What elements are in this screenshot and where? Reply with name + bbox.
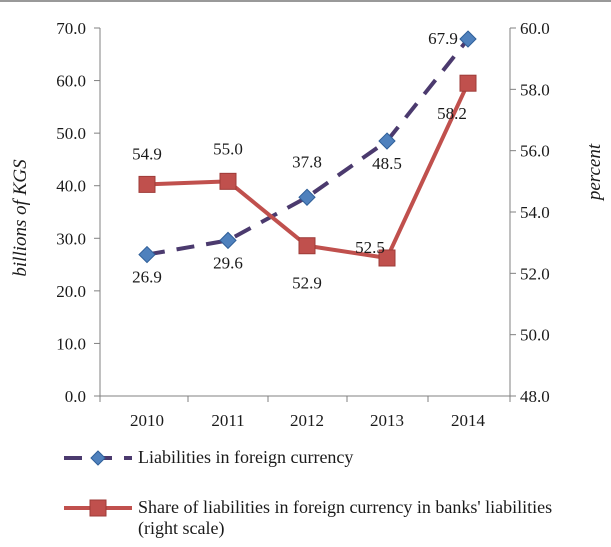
- y-left-tick-label: 40.0: [56, 177, 86, 196]
- y-right-tick-label: 58.0: [520, 80, 550, 99]
- data-label-share: 54.9: [132, 144, 162, 163]
- data-label-share: 52.5: [355, 238, 385, 257]
- data-label-share: 52.9: [292, 274, 322, 293]
- axes: 0.0 10.0 20.0 30.0 40.0 50.0 60.0 70.0 48.0 50.0 5…: [56, 19, 550, 430]
- data-label-liabilities: 67.9: [428, 29, 458, 48]
- y-left-tick-label: 30.0: [56, 229, 86, 248]
- series-share-point: [138, 175, 156, 193]
- y-right-axis-title: percent: [584, 143, 605, 202]
- series-liabilities-point: [459, 30, 477, 48]
- y-right-tick-label: 48.0: [520, 387, 550, 406]
- series-liabilities-point: [378, 132, 396, 150]
- series-share-point: [298, 237, 316, 255]
- y-left-tick-label: 0.0: [65, 387, 86, 406]
- series-share-point: [219, 172, 237, 190]
- x-tick-label: 2013: [370, 411, 404, 430]
- series-share-point: [459, 74, 477, 92]
- series-liabilities-line: [146, 37, 470, 257]
- series-liabilities-point: [298, 188, 316, 206]
- y-left-tick-label: 20.0: [56, 282, 86, 301]
- x-tick-label: 2012: [290, 411, 324, 430]
- y-left-axis-title: billions of KGS: [10, 159, 31, 277]
- data-label-liabilities: 48.5: [372, 154, 402, 173]
- y-left-tick-label: 10.0: [56, 334, 86, 353]
- y-left-tick-label: 70.0: [56, 19, 86, 38]
- series-liabilities-point: [219, 231, 237, 250]
- y-left-tick-label: 60.0: [56, 72, 86, 91]
- x-tick-label: 2011: [211, 411, 244, 430]
- series-share-point: [378, 249, 396, 267]
- series-layer: [138, 30, 477, 267]
- y-left-tick-label: 50.0: [56, 124, 86, 143]
- y-right-tick-label: 54.0: [520, 203, 550, 222]
- y-right-tick-label: 50.0: [520, 326, 550, 345]
- data-label-share: 55.0: [213, 139, 243, 158]
- data-label-liabilities: 37.8: [292, 152, 322, 171]
- y-right-tick-label: 60.0: [520, 19, 550, 38]
- y-right-tick-label: 56.0: [520, 142, 550, 161]
- x-tick-label: 2014: [451, 411, 486, 430]
- x-tick-label: 2010: [130, 411, 164, 430]
- data-labels: 26.9 29.6 37.8 48.5 67.9 54.9 55.0 52.9 52.5 58.2: [132, 29, 467, 293]
- y-right-tick-label: 52.0: [520, 264, 550, 283]
- data-label-liabilities: 26.9: [132, 268, 162, 287]
- data-label-liabilities: 29.6: [213, 253, 243, 272]
- data-label-share: 58.2: [437, 104, 467, 123]
- series-liabilities-point: [138, 245, 156, 264]
